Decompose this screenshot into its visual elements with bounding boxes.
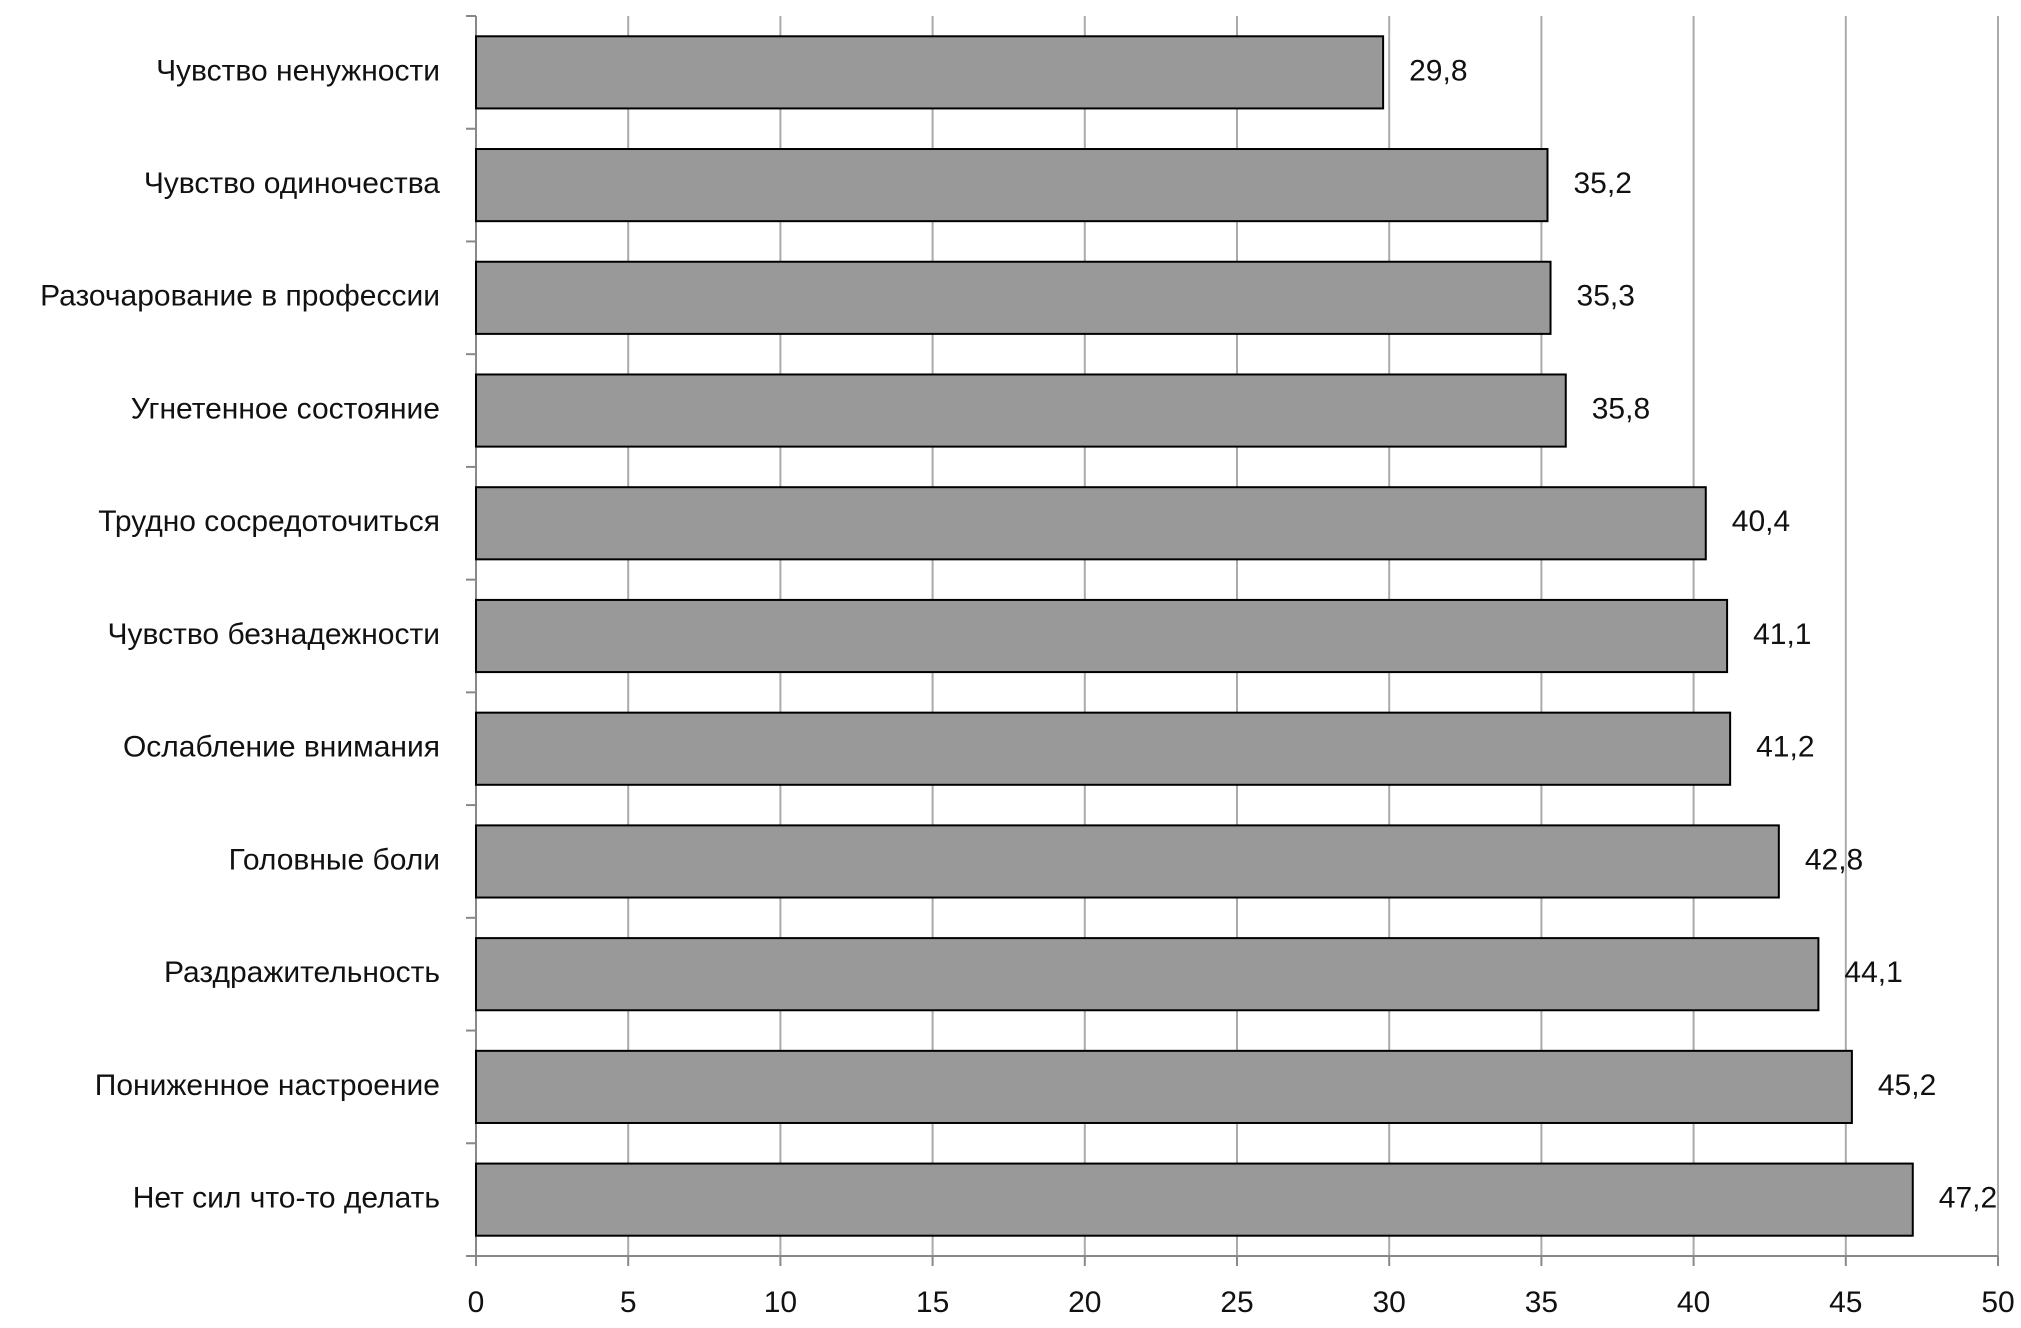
value-label: 45,2	[1878, 1069, 1936, 1102]
y-tick-label: Головные боли	[229, 843, 440, 876]
y-tick-label: Чувство одиночества	[144, 167, 440, 200]
y-tick-label: Чувство безнадежности	[107, 618, 440, 651]
y-tick-label: Трудно сосредоточиться	[98, 505, 440, 538]
bar	[475, 711, 1732, 786]
value-label: 35,8	[1592, 392, 1650, 425]
x-tick-label: 0	[468, 1286, 485, 1319]
x-tick-label: 40	[1677, 1286, 1710, 1319]
value-label: 35,2	[1573, 167, 1631, 200]
x-tick-label: 20	[1068, 1286, 1101, 1319]
bar	[475, 260, 1552, 335]
x-tick-label: 15	[916, 1286, 949, 1319]
x-tick-label: 35	[1525, 1286, 1558, 1319]
bar	[475, 824, 1780, 899]
bar	[475, 598, 1729, 674]
value-label: 29,8	[1409, 54, 1467, 87]
value-label: 47,2	[1939, 1182, 1997, 1215]
value-label: 41,1	[1753, 618, 1811, 651]
bar	[475, 1049, 1853, 1124]
bar	[475, 373, 1567, 448]
y-tick-label: Ослабление внимания	[123, 731, 440, 764]
bar	[475, 486, 1707, 561]
y-tick-label: Разочарование в профессии	[40, 280, 440, 313]
bar	[475, 1162, 1914, 1237]
y-tick-label: Пониженное настроение	[95, 1069, 440, 1102]
x-tick-label: 5	[620, 1286, 637, 1319]
value-label: 41,2	[1756, 731, 1814, 764]
bar	[475, 937, 1820, 1012]
y-tick-label: Угнетенное состояние	[131, 392, 440, 425]
bar	[475, 148, 1549, 223]
value-label: 42,8	[1805, 843, 1863, 876]
x-tick-label: 10	[764, 1286, 797, 1319]
x-tick-label: 25	[1220, 1286, 1253, 1319]
value-label: 44,1	[1844, 956, 1902, 989]
value-label: 35,3	[1577, 280, 1635, 313]
value-label: 40,4	[1732, 505, 1790, 538]
x-tick-label: 30	[1373, 1286, 1406, 1319]
y-tick-label: Раздражительность	[164, 956, 440, 989]
x-tick-label: 45	[1829, 1286, 1862, 1319]
y-tick-label: Нет сил что-то делать	[133, 1182, 440, 1215]
y-tick-label: Чувство ненужности	[156, 54, 440, 87]
x-tick-label: 50	[1981, 1286, 2014, 1319]
bar	[475, 35, 1385, 110]
